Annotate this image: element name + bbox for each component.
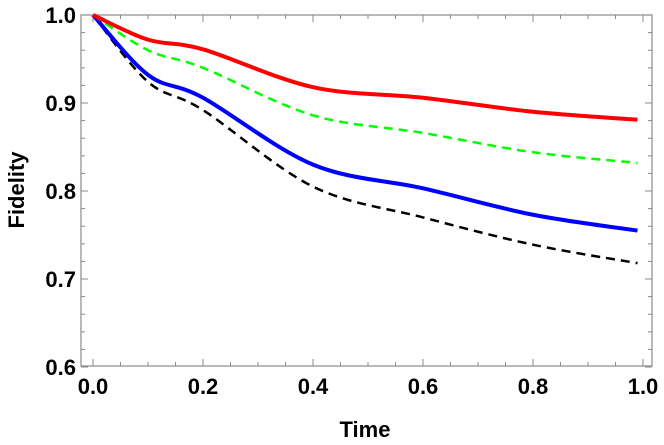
data-curves bbox=[91, 13, 638, 265]
y-tick-label: 0.6 bbox=[45, 355, 76, 380]
x-axis-title: Time bbox=[340, 417, 391, 442]
y-tick-label: 0.7 bbox=[45, 267, 76, 292]
plot-area-border bbox=[80, 14, 653, 367]
series-blue-solid bbox=[91, 13, 638, 233]
x-tick-label: 0.8 bbox=[518, 374, 549, 399]
x-tick-label: 0.0 bbox=[78, 374, 109, 399]
y-axis-title: Fidelity bbox=[4, 151, 29, 229]
axis-ticks bbox=[81, 14, 652, 368]
x-tick-label: 0.4 bbox=[298, 374, 329, 399]
y-tick-label: 0.8 bbox=[45, 179, 76, 204]
y-tick-label: 1.0 bbox=[45, 3, 76, 28]
x-tick-label: 0.6 bbox=[408, 374, 439, 399]
tick-labels: 0.0 0.2 0.4 0.6 0.8 1.0 0.6 0.7 0.8 0.9 1.0 bbox=[45, 3, 658, 399]
series-green-dashed bbox=[92, 13, 638, 165]
series-black-dashed bbox=[92, 14, 638, 265]
plot-frame bbox=[80, 14, 653, 367]
x-tick-label: 0.2 bbox=[188, 374, 219, 399]
series-red-solid bbox=[92, 13, 638, 122]
y-tick-label: 0.9 bbox=[45, 91, 76, 116]
x-tick-label: 1.0 bbox=[628, 374, 659, 399]
